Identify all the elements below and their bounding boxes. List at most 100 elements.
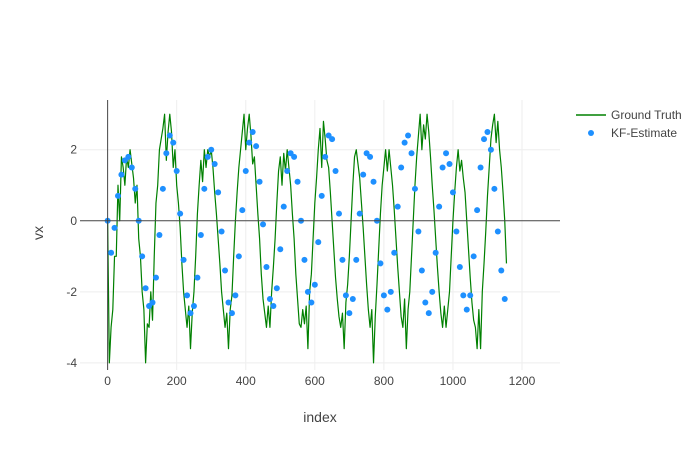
data-point-kf-estimate [280, 203, 287, 210]
data-point-kf-estimate [270, 303, 277, 310]
data-point-kf-estimate [370, 178, 377, 185]
data-point-kf-estimate [425, 310, 432, 317]
x-axis-title: index [303, 409, 336, 425]
data-point-kf-estimate [284, 168, 291, 175]
data-point-kf-estimate [429, 288, 436, 295]
data-point-kf-estimate [418, 267, 425, 274]
data-point-kf-estimate [294, 178, 301, 185]
legend-item-ground-truth[interactable]: Ground Truth [576, 108, 682, 122]
data-point-kf-estimate [484, 128, 491, 135]
data-point-kf-estimate [436, 203, 443, 210]
data-point-kf-estimate [263, 263, 270, 270]
y-tick-label: 2 [70, 143, 77, 157]
data-point-kf-estimate [456, 263, 463, 270]
data-point-kf-estimate [108, 249, 115, 256]
data-point-kf-estimate [180, 256, 187, 263]
data-point-kf-estimate [277, 246, 284, 253]
data-point-kf-estimate [159, 185, 166, 192]
data-point-kf-estimate [474, 207, 481, 214]
data-point-kf-estimate [308, 299, 315, 306]
data-point-kf-estimate [253, 143, 260, 150]
axes: 0 200 400 600 800 1000 1200 -4 -2 0 2 [66, 100, 560, 388]
data-point-kf-estimate [190, 303, 197, 310]
data-point-kf-estimate [266, 295, 273, 302]
data-point-kf-estimate [491, 185, 498, 192]
data-point-kf-estimate [463, 306, 470, 313]
data-point-kf-estimate [204, 153, 211, 160]
data-point-kf-estimate [128, 164, 135, 171]
data-point-kf-estimate [349, 295, 356, 302]
data-point-kf-estimate [353, 256, 360, 263]
data-point-kf-estimate [339, 256, 346, 263]
data-point-kf-estimate [232, 292, 239, 299]
data-point-kf-estimate [342, 292, 349, 299]
data-point-kf-estimate [142, 285, 149, 292]
data-point-kf-estimate [460, 292, 467, 299]
data-point-kf-estimate [256, 178, 263, 185]
legend[interactable]: Ground Truth KF-Estimate [576, 108, 682, 140]
data-point-kf-estimate [249, 128, 256, 135]
data-point-kf-estimate [170, 139, 177, 146]
data-point-kf-estimate [211, 160, 218, 167]
data-point-kf-estimate [384, 306, 391, 313]
data-point-kf-estimate [380, 292, 387, 299]
data-point-kf-estimate [139, 253, 146, 260]
data-point-kf-estimate [318, 192, 325, 199]
data-point-kf-estimate [501, 295, 508, 302]
x-tick-label: 600 [305, 374, 325, 388]
series-layer [104, 113, 508, 364]
x-tick-label: 0 [104, 374, 111, 388]
data-point-kf-estimate [208, 146, 215, 153]
data-point-kf-estimate [177, 210, 184, 217]
data-point-kf-estimate [184, 292, 191, 299]
data-point-kf-estimate [132, 185, 139, 192]
x-tick-label: 400 [236, 374, 256, 388]
data-point-kf-estimate [449, 189, 456, 196]
data-point-kf-estimate [453, 228, 460, 235]
data-point-kf-estimate [225, 299, 232, 306]
data-point-kf-estimate [356, 210, 363, 217]
data-point-kf-estimate [194, 274, 201, 281]
data-point-kf-estimate [346, 310, 353, 317]
data-point-kf-estimate [411, 185, 418, 192]
data-point-kf-estimate [218, 228, 225, 235]
data-point-kf-estimate [228, 310, 235, 317]
x-tick-label: 1000 [440, 374, 467, 388]
data-point-kf-estimate [163, 150, 170, 157]
data-point-kf-estimate [311, 281, 318, 288]
data-point-kf-estimate [367, 153, 374, 160]
data-point-kf-estimate [332, 168, 339, 175]
data-point-kf-estimate [432, 249, 439, 256]
data-point-kf-estimate [360, 171, 367, 178]
data-point-kf-estimate [481, 136, 488, 143]
data-point-kf-estimate [246, 139, 253, 146]
y-tick-label: -4 [66, 356, 77, 370]
data-point-kf-estimate [125, 153, 132, 160]
data-point-kf-estimate [152, 274, 159, 281]
data-point-kf-estimate [111, 224, 118, 231]
data-point-kf-estimate [114, 192, 121, 199]
data-point-kf-estimate [260, 221, 267, 228]
series-line-ground-truth [107, 113, 508, 364]
data-point-kf-estimate [439, 164, 446, 171]
y-tick-label: -2 [66, 285, 77, 299]
data-point-kf-estimate [467, 292, 474, 299]
data-point-kf-estimate [201, 185, 208, 192]
data-point-kf-estimate [242, 168, 249, 175]
data-point-kf-estimate [291, 153, 298, 160]
data-point-kf-estimate [394, 203, 401, 210]
legend-marker-swatch [588, 130, 594, 136]
data-point-kf-estimate [443, 150, 450, 157]
y-tick-label: 0 [70, 214, 77, 228]
data-point-kf-estimate [187, 310, 194, 317]
data-point-kf-estimate [166, 132, 173, 139]
data-point-kf-estimate [215, 189, 222, 196]
data-point-kf-estimate [405, 132, 412, 139]
data-point-kf-estimate [398, 164, 405, 171]
data-point-kf-estimate [118, 171, 125, 178]
data-point-kf-estimate [235, 253, 242, 260]
legend-item-kf-estimate[interactable]: KF-Estimate [588, 126, 677, 140]
data-point-kf-estimate [315, 239, 322, 246]
data-point-kf-estimate [273, 285, 280, 292]
